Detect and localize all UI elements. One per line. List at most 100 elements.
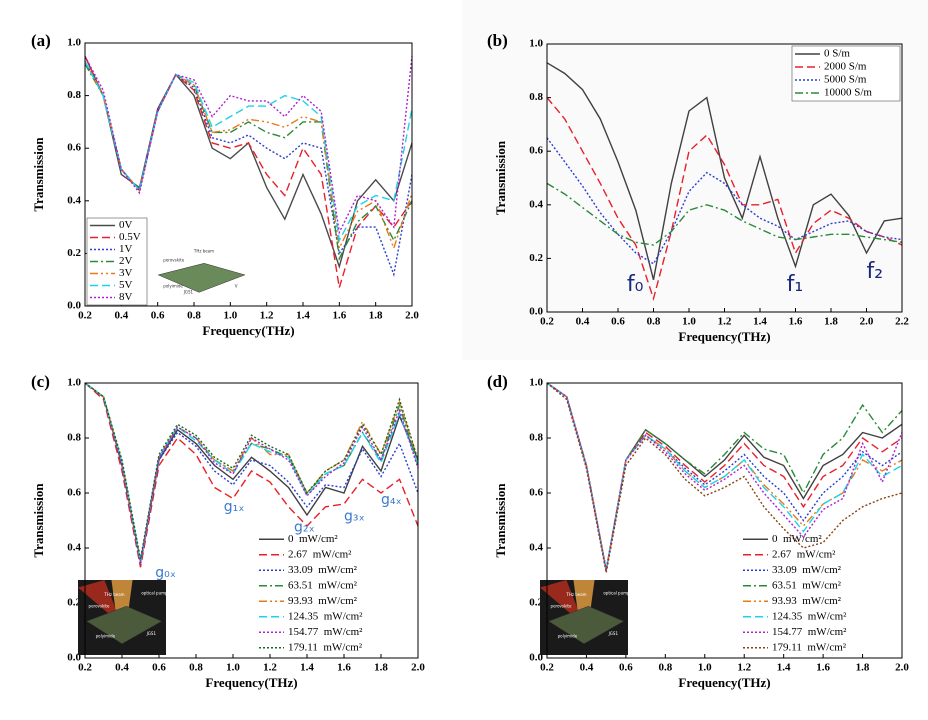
inset-label: JGS1 <box>146 631 157 636</box>
legend-label: 0.5V <box>119 231 141 243</box>
x-tick-label: 0.6 <box>611 316 625 328</box>
x-tick-label: 1.0 <box>682 316 696 328</box>
y-tick-label: 0.8 <box>529 432 543 444</box>
inset-label: V <box>235 284 238 289</box>
inset-label: THz beam <box>193 249 214 254</box>
x-tick-label: 1.4 <box>300 662 314 674</box>
panel: 0.2 0.4 0.6 0.8 1.0 1.2 1.4 1.6 1.8 2.00.00.20.40… <box>31 31 419 338</box>
y-tick-label: 0.6 <box>529 487 543 499</box>
y-tick-label: 0.2 <box>67 247 81 259</box>
legend-label: 33.09 mW/cm² <box>772 564 842 576</box>
legend-label: 124.35 mW/cm² <box>772 610 847 622</box>
inset-label: optical pump <box>141 591 168 596</box>
legend-label: 10000 S/m <box>824 87 872 99</box>
x-tick-label: 1.4 <box>753 316 767 328</box>
series-line <box>84 382 419 568</box>
y-tick-label: 1.0 <box>529 377 543 389</box>
inset-label: JGS1 <box>608 631 619 636</box>
plot-frame <box>84 42 413 307</box>
legend-label: 179.11 mW/cm² <box>772 641 847 653</box>
legend-label: 0 mW/cm² <box>288 533 338 545</box>
inset-label: THz beam <box>103 592 124 597</box>
y-tick-label: 0.6 <box>529 145 543 157</box>
y-tick-label: 0.2 <box>529 252 543 264</box>
plot-frame <box>546 382 903 659</box>
annotation: g₃ₓ <box>344 508 365 524</box>
legend-label: 8V <box>119 291 133 303</box>
x-tick-label: 1.4 <box>296 310 310 322</box>
y-tick-label: 0.6 <box>67 142 81 154</box>
y-axis-label: Transmission <box>493 140 508 215</box>
panel-label: (b) <box>487 31 508 50</box>
x-tick-label: 0.8 <box>658 662 672 674</box>
series-line <box>546 382 903 571</box>
panel: 0.2 0.4 0.6 0.8 1.0 1.2 1.4 1.6 1.8 2.00.00.20.40… <box>487 372 909 690</box>
x-tick-label: 1.6 <box>789 316 803 328</box>
y-tick-label: 0.4 <box>529 198 543 210</box>
legend-label: 154.77 mW/cm² <box>288 626 363 638</box>
legend-label: 0 S/m <box>824 48 850 60</box>
inset-label: polyimide <box>96 633 116 638</box>
x-axis-label: Frequency(THz) <box>678 329 770 344</box>
y-tick-label: 0.4 <box>67 542 81 554</box>
y-tick-label: 0.4 <box>529 542 543 554</box>
plot-frame <box>84 382 419 659</box>
y-tick-label: 0.0 <box>529 306 543 318</box>
x-tick-label: 1.6 <box>337 662 351 674</box>
y-tick-label: 0.0 <box>67 300 81 312</box>
series-line <box>546 62 903 280</box>
x-tick-label: 0.2 <box>78 662 92 674</box>
legend-label: 2.67 mW/cm² <box>772 548 836 560</box>
inset-label: perovskite <box>551 603 572 608</box>
y-tick-label: 1.0 <box>529 38 543 50</box>
legend-label: 5000 S/m <box>824 74 867 86</box>
x-tick-label: 0.6 <box>152 662 166 674</box>
annotation: f₁ <box>787 272 804 297</box>
legend-label: 154.77 mW/cm² <box>772 626 847 638</box>
x-tick-label: 0.6 <box>619 662 633 674</box>
x-tick-label: 0.6 <box>151 310 165 322</box>
legend-label: 5V <box>119 279 133 291</box>
annotation: g₄ₓ <box>381 492 402 508</box>
legend-label: 93.93 mW/cm² <box>288 595 358 607</box>
legend-label: 3V <box>119 267 133 279</box>
x-tick-label: 0.2 <box>540 662 554 674</box>
series-line <box>546 137 903 265</box>
x-tick-label: 0.2 <box>540 316 554 328</box>
x-tick-label: 0.4 <box>114 310 128 322</box>
x-tick-label: 2.0 <box>411 662 425 674</box>
y-tick-label: 0.2 <box>529 597 543 609</box>
x-tick-label: 0.4 <box>580 662 594 674</box>
x-tick-label: 0.4 <box>576 316 590 328</box>
y-axis-label: Transmission <box>493 483 508 558</box>
x-tick-label: 1.8 <box>856 662 870 674</box>
panel-label: (c) <box>31 372 50 391</box>
legend-label: 93.93 mW/cm² <box>772 595 842 607</box>
legend-label: 2V <box>119 255 133 267</box>
series-line <box>84 61 413 243</box>
annotation: g₂ₓ <box>294 519 315 535</box>
inset-substrate <box>548 605 625 645</box>
y-tick-label: 1.0 <box>67 377 81 389</box>
y-tick-label: 0.4 <box>67 194 81 206</box>
legend-label: 2.67 mW/cm² <box>288 548 352 560</box>
series-line <box>546 182 903 246</box>
y-tick-label: 1.0 <box>67 37 81 49</box>
annotation: g₁ₓ <box>224 499 245 515</box>
x-tick-label: 0.8 <box>187 310 201 322</box>
x-tick-label: 0.4 <box>115 662 129 674</box>
annotation: g₀ₓ <box>155 565 176 581</box>
x-tick-label: 1.2 <box>737 662 751 674</box>
x-tick-label: 2.0 <box>405 310 419 322</box>
x-tick-label: 0.8 <box>647 316 661 328</box>
y-tick-label: 0.0 <box>529 652 543 664</box>
x-tick-label: 1.6 <box>332 310 346 322</box>
legend-label: 2000 S/m <box>824 61 867 73</box>
x-tick-label: 1.8 <box>369 310 383 322</box>
y-tick-label: 0.2 <box>67 597 81 609</box>
y-tick-label: 0.6 <box>67 487 81 499</box>
inset-label: polyimide <box>558 633 578 638</box>
x-tick-label: 1.6 <box>816 662 830 674</box>
legend-label: 124.35 mW/cm² <box>288 610 363 622</box>
